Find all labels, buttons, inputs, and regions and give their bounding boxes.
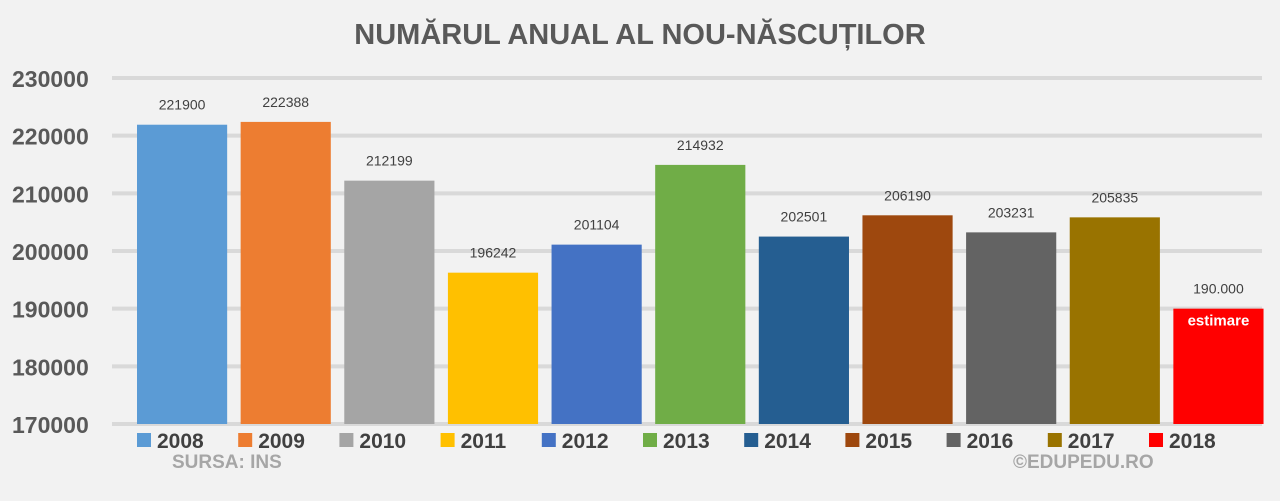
legend-swatch-2011 (440, 433, 455, 447)
legend: 2008 2009 2010 2011 2012 2013 2014 2015 2016 2017… (137, 430, 1216, 453)
legend-swatch-2014 (744, 433, 759, 447)
legend-swatch-2008 (137, 433, 151, 447)
legend-swatch-2010 (339, 433, 354, 447)
y-axis: 170000 180000 190000 200000 210000 220000 2300… (12, 66, 89, 438)
legend-label-2013: 2013 (663, 430, 710, 453)
bar-2018 (1173, 308, 1264, 424)
legend-label-2009: 2009 (258, 430, 305, 453)
legend-label-2017: 2017 (1068, 430, 1115, 453)
y-tick-label: 200000 (12, 239, 89, 265)
legend-label-2011: 2011 (461, 430, 507, 453)
data-label-2018: 190.000 (1193, 281, 1244, 297)
bar-2014 (758, 236, 849, 424)
legend-swatch-2017 (1047, 433, 1062, 447)
bars (137, 121, 1264, 425)
legend-label-2012: 2012 (562, 430, 609, 453)
data-label-2008: 221900 (159, 97, 206, 113)
legend-label-2018: 2018 (1169, 430, 1216, 453)
source-note: SURSA: INS (172, 452, 282, 473)
bar-2016 (966, 232, 1057, 424)
legend-label-2010: 2010 (359, 430, 406, 453)
data-label-2010: 212199 (366, 153, 413, 169)
data-label-2011: 196242 (470, 245, 517, 261)
y-tick-label: 210000 (12, 181, 89, 207)
legend-label-2016: 2016 (967, 430, 1014, 453)
legend-label-2014: 2014 (764, 430, 811, 453)
credit-note: ©EDUPEDU.RO (1013, 452, 1154, 473)
y-tick-label: 190000 (12, 297, 89, 323)
data-label-2012: 201104 (574, 217, 620, 233)
data-label-2009: 222388 (262, 94, 309, 110)
y-tick-label: 180000 (12, 354, 89, 380)
legend-label-2015: 2015 (865, 430, 912, 453)
data-label-2015: 206190 (884, 187, 931, 203)
legend-swatch-2015 (845, 433, 860, 447)
data-label-2016: 203231 (988, 204, 1035, 220)
legend-swatch-2012 (541, 433, 556, 447)
bar-2011 (447, 272, 539, 424)
y-tick-label: 230000 (12, 66, 89, 92)
legend-swatch-2018 (1149, 433, 1163, 447)
bar-2012 (551, 244, 642, 424)
bar-2008 (137, 124, 228, 425)
legend-swatch-2013 (643, 433, 657, 447)
bar-2010 (344, 180, 435, 424)
bar-2017 (1069, 217, 1160, 424)
y-tick-label: 220000 (12, 124, 89, 150)
annotation-2018: estimare (1188, 313, 1250, 330)
data-label-2013: 214932 (677, 137, 724, 153)
chart-title: NUMĂRUL ANUAL AL NOU-NĂSCUȚILOR (354, 18, 925, 51)
data-label-2014: 202501 (781, 209, 828, 225)
legend-label-2008: 2008 (157, 430, 204, 453)
y-tick-label: 170000 (12, 412, 89, 438)
bar-2015 (862, 215, 953, 424)
data-label-2017: 205835 (1091, 189, 1138, 205)
legend-swatch-2016 (946, 433, 961, 447)
legend-swatch-2009 (238, 433, 253, 447)
bar-2013 (655, 164, 746, 424)
data-labels: 221900 222388 212199 196242 201104 214932 2025… (159, 94, 1250, 330)
bar-2009 (240, 121, 331, 424)
